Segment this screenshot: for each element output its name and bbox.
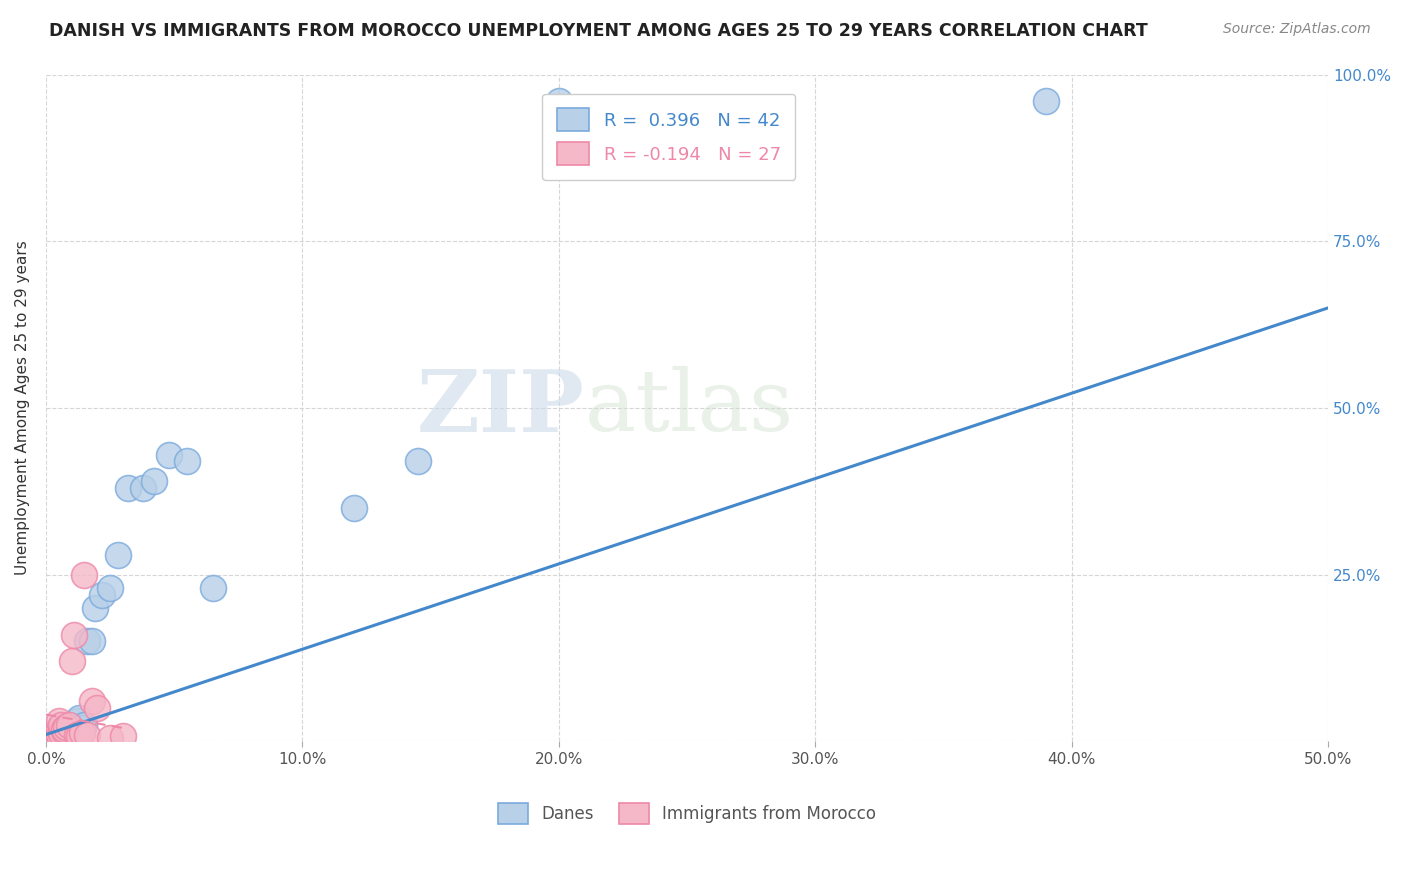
Point [82,694,104,708]
Point [176,454,198,468]
Point [67,729,90,743]
Point [51,717,73,731]
Point [51,729,73,743]
Point [91,588,114,602]
Point [42,726,65,740]
Point [66,714,89,729]
Text: DANISH VS IMMIGRANTS FROM MOROCCO UNEMPLOYMENT AMONG AGES 25 TO 29 YEARS CORRELA: DANISH VS IMMIGRANTS FROM MOROCCO UNEMPL… [49,22,1147,40]
Point [48,724,70,739]
Point [52,723,75,737]
Point [60,720,83,734]
Point [42,731,65,746]
Point [66,728,89,742]
Point [45,731,67,745]
Point [201,581,224,595]
Point [55,721,77,735]
Point [38,732,60,747]
Point [48,730,70,744]
Point [63,723,86,737]
Point [76,634,98,648]
Point [157,448,180,462]
Point [58,717,80,731]
Legend: Danes, Immigrants from Morocco: Danes, Immigrants from Morocco [491,797,883,831]
Point [51,726,73,740]
Point [52,723,75,737]
Point [42,728,65,742]
Point [51,726,73,740]
Point [39,730,62,744]
Point [52,724,75,739]
Text: ZIP: ZIP [416,366,585,450]
Point [132,481,155,495]
Point [55,726,77,740]
Point [406,454,429,468]
Point [70,726,93,740]
Point [67,711,90,725]
Point [39,731,62,745]
Y-axis label: Unemployment Among Ages 25 to 29 years: Unemployment Among Ages 25 to 29 years [15,241,30,575]
Point [38,731,60,745]
Point [45,730,67,744]
Point [107,548,129,562]
Point [39,732,62,747]
Point [45,729,67,743]
Point [76,728,98,742]
Point [82,634,104,648]
Point [48,728,70,742]
Point [48,721,70,735]
Point [547,94,569,108]
Point [42,729,65,743]
Point [98,731,121,745]
Text: atlas: atlas [585,367,793,450]
Point [48,714,70,729]
Point [83,600,105,615]
Point [117,481,139,495]
Point [142,474,165,488]
Point [48,728,70,742]
Point [42,731,65,745]
Point [70,721,93,735]
Point [1035,94,1057,108]
Point [58,717,80,731]
Point [343,500,366,515]
Point [111,729,134,743]
Point [86,701,108,715]
Point [60,654,83,668]
Point [45,724,67,739]
Point [63,627,86,641]
Point [52,730,75,744]
Text: Source: ZipAtlas.com: Source: ZipAtlas.com [1223,22,1371,37]
Point [52,728,75,742]
Point [98,581,121,595]
Point [73,717,96,731]
Point [55,720,77,734]
Point [60,724,83,739]
Point [39,729,62,743]
Point [73,567,96,582]
